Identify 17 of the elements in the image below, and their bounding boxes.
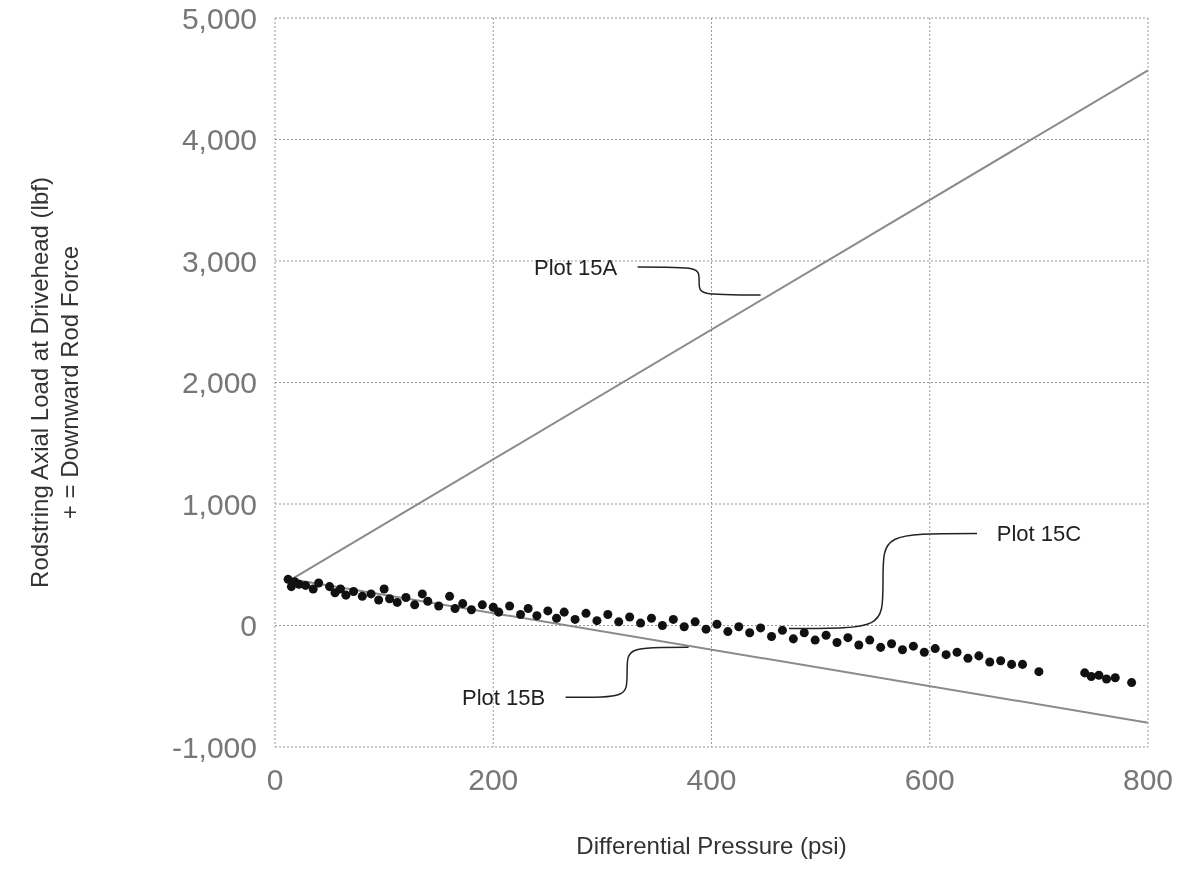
x-tick-label: 0 (266, 763, 284, 797)
y-tick-label: 4,000 (181, 123, 257, 157)
x-tick-label: 400 (686, 763, 737, 797)
y-tick-label: 0 (240, 609, 257, 643)
annotation: Plot 15C (996, 521, 1082, 547)
y-tick-label: 5,000 (181, 1, 257, 35)
y-tick-label: 3,000 (181, 244, 257, 278)
y-axis-title: Rodstring Axial Load at Drivehead (lbf) + = Downward Rod Force (26, 177, 83, 588)
y-tick-label: 2,000 (181, 366, 257, 400)
x-tick-label: 800 (1122, 763, 1174, 797)
y-tick-label: 1,000 (181, 487, 257, 521)
x-tick-label: 200 (468, 763, 519, 797)
x-tick-label: 600 (904, 763, 955, 797)
annotation: Plot 15A (534, 254, 618, 280)
x-axis-title: Differential Pressure (psi) (576, 832, 847, 859)
y-tick-label: -1,000 (171, 730, 257, 764)
annotation: Plot 15B (462, 684, 546, 710)
